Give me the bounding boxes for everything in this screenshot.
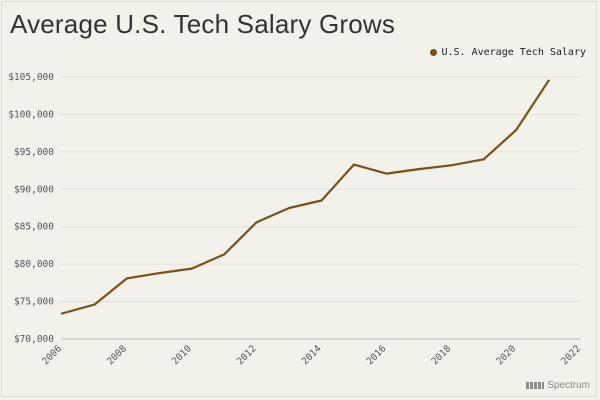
y-tick-label: $80,000 xyxy=(14,259,54,270)
brand-name: Spectrum xyxy=(547,380,590,391)
data-point xyxy=(385,172,388,175)
series-line xyxy=(60,79,550,315)
data-point xyxy=(515,129,518,132)
x-tick-label: 2020 xyxy=(494,343,518,367)
data-point xyxy=(352,163,356,166)
data-point xyxy=(60,312,64,315)
y-axis-ticks: $70,000 $75,000 $80,000 $85,000 $90,000 $95,0… xyxy=(8,72,54,345)
brand-logo: Spectrum xyxy=(526,380,590,391)
legend-marker xyxy=(429,49,437,56)
data-point xyxy=(547,79,550,82)
data-point xyxy=(223,253,226,256)
data-point xyxy=(190,267,193,270)
x-tick-label: 2008 xyxy=(105,343,129,367)
x-tick-label: 2018 xyxy=(429,343,453,367)
data-point xyxy=(417,167,420,171)
data-point xyxy=(320,199,323,202)
series-group xyxy=(60,79,550,315)
x-tick-label: 2010 xyxy=(170,343,194,367)
data-point xyxy=(158,272,161,275)
y-tick-label: $95,000 xyxy=(14,147,54,158)
data-point xyxy=(255,221,258,224)
x-axis-ticks: 2006 2008 2010 2012 2014 2016 2018 2020 2022 xyxy=(40,343,583,367)
x-tick-label: 2006 xyxy=(40,343,64,367)
x-tick-label: 2012 xyxy=(235,343,259,367)
x-tick-label: 2014 xyxy=(300,343,324,367)
data-point xyxy=(482,158,485,161)
y-tick-label: $90,000 xyxy=(14,184,54,195)
legend: U.S. Average Tech Salary xyxy=(429,47,587,58)
y-tick-label: $70,000 xyxy=(14,334,54,345)
legend-label: U.S. Average Tech Salary xyxy=(441,47,587,58)
data-point xyxy=(93,303,96,306)
grid-lines xyxy=(62,76,581,340)
x-tick-label: 2016 xyxy=(365,343,389,367)
y-tick-label: $100,000 xyxy=(8,109,54,120)
y-tick-label: $75,000 xyxy=(14,297,54,308)
data-point xyxy=(450,164,453,167)
chart-title: Average U.S. Tech Salary Grows xyxy=(10,9,396,39)
ieee-mark-icon xyxy=(526,382,545,389)
data-point xyxy=(287,206,291,210)
data-point xyxy=(125,277,128,280)
y-tick-label: $105,000 xyxy=(8,72,54,83)
y-tick-label: $85,000 xyxy=(14,222,54,233)
x-tick-label: 2022 xyxy=(559,343,583,367)
